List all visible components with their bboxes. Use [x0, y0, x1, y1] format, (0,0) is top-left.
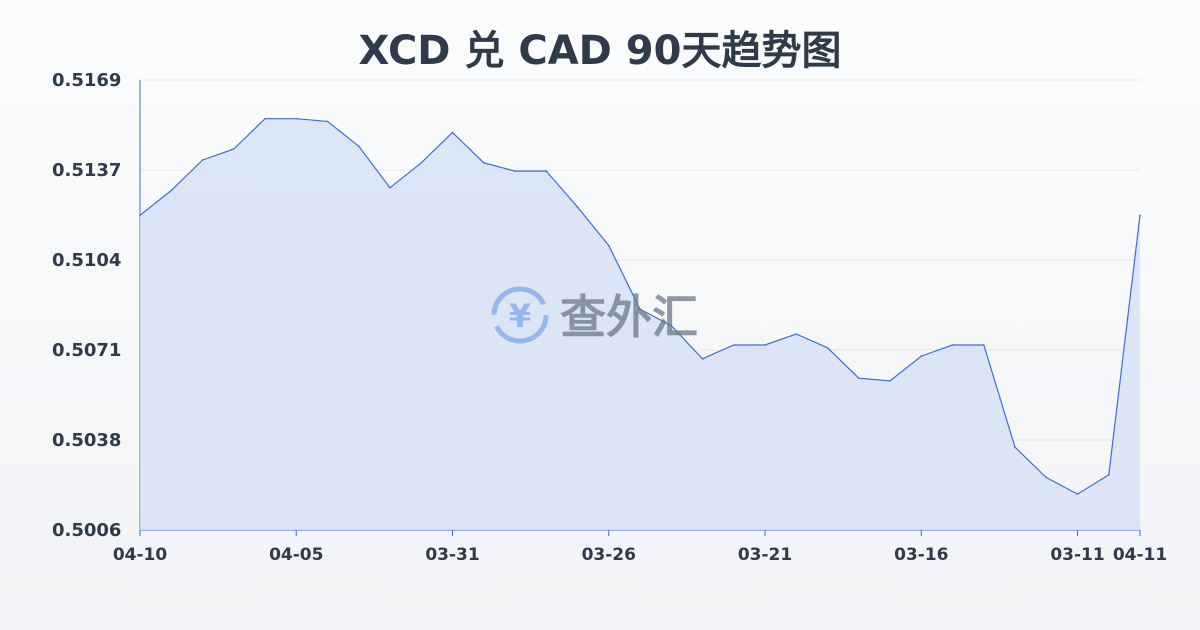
data-point [607, 244, 610, 247]
data-point [982, 344, 985, 346]
data-point [576, 206, 579, 208]
data-point [920, 355, 923, 357]
data-point [201, 159, 204, 161]
x-tick-label: 03-11 [1050, 545, 1104, 565]
data-point [326, 120, 329, 123]
x-tick-label: 03-31 [425, 545, 479, 565]
data-point [764, 344, 766, 346]
y-tick-label: 0.5169 [52, 70, 121, 91]
yen-icon: ¥ [509, 297, 531, 335]
data-point [701, 358, 704, 360]
data-point [951, 344, 954, 346]
data-point [670, 324, 673, 327]
data-point [1139, 214, 1141, 217]
data-point [1045, 476, 1048, 479]
x-tick-label: 04-10 [113, 545, 168, 565]
data-point [451, 131, 454, 134]
y-tick-label: 0.5006 [52, 520, 121, 541]
data-point [1076, 493, 1079, 495]
y-tick-label: 0.5104 [52, 250, 121, 271]
data-point [170, 189, 173, 192]
data-point [357, 145, 360, 148]
y-tick-label: 0.5137 [52, 160, 121, 181]
yen-exchange-icon [491, 286, 549, 344]
data-point [545, 170, 548, 172]
data-point [295, 117, 298, 120]
data-point [795, 333, 798, 335]
data-point [514, 170, 516, 172]
data-point [482, 162, 485, 164]
y-tick-label: 0.5071 [52, 340, 121, 361]
data-point [1014, 446, 1016, 448]
x-tick-label: 03-26 [582, 545, 636, 565]
watermark: ¥ 查外汇 [491, 286, 698, 344]
data-point [639, 308, 641, 310]
data-point [420, 162, 423, 164]
data-point [857, 377, 860, 379]
x-tick-label: 04-11 [1113, 545, 1167, 565]
data-point [139, 214, 141, 217]
data-point [889, 380, 891, 382]
x-tick-label: 04-05 [269, 545, 323, 565]
x-tick-label: 03-16 [894, 545, 948, 565]
data-point [1107, 473, 1110, 476]
data-point [232, 148, 235, 150]
data-point [826, 346, 829, 349]
chart-title: XCD 兑 CAD 90天趋势图 [358, 28, 842, 74]
data-point [264, 117, 266, 120]
watermark-text: 查外汇 [560, 290, 698, 344]
data-point [732, 344, 735, 346]
x-tick-label: 03-21 [738, 545, 792, 565]
y-tick-label: 0.5038 [52, 430, 121, 451]
area-fill [140, 118, 1140, 530]
data-point [389, 186, 391, 189]
